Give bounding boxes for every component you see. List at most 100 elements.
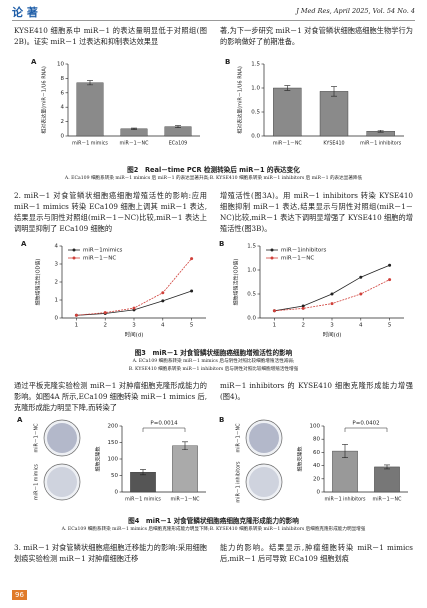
annotation: P=0.0014 <box>150 421 178 427</box>
bar <box>76 82 104 137</box>
y-tick-label: 6 <box>61 90 65 96</box>
dish-colonies <box>249 467 279 497</box>
paragraph: 通过平板克隆实验检测 miR－1 对肿瘤细胞克隆形成能力的影响。如图4A 所示,… <box>14 381 207 412</box>
paragraph: 能力的影响。结果显示,肿瘤细胞转染 miR－1 mimics 后,miR－1 后… <box>220 543 413 563</box>
line <box>76 290 192 316</box>
y-tick-label: 0.0 <box>247 316 256 322</box>
y-axis-label: 细胞增殖活性(OD值) <box>35 259 42 306</box>
y-tick-label: 1.5 <box>251 62 260 68</box>
y-axis-label: 细胞克隆数 <box>95 446 102 471</box>
significance-bracket <box>344 427 388 432</box>
bar <box>374 466 400 493</box>
panel-label: A <box>17 416 23 424</box>
point <box>103 311 107 315</box>
paragraph: KYSE410 细胞系中 miR－1 的表达量明显低于对照组(图2B)。证实 m… <box>14 26 207 46</box>
error-bar <box>342 444 348 458</box>
significance-bracket <box>142 427 186 432</box>
error-bar <box>384 464 390 470</box>
x-tick-label: 5 <box>388 323 392 329</box>
x-tick-label: 4 <box>359 323 363 329</box>
error-bar <box>284 85 291 91</box>
legend-label: miR－1inhibitors <box>281 248 327 254</box>
page-number: 96 <box>12 590 27 600</box>
x-tick-label: 1 <box>273 323 277 329</box>
dish-colonies <box>249 423 279 453</box>
legend-marker <box>72 248 76 252</box>
dish-label: miR－1 mimics <box>34 464 40 500</box>
error-bar <box>331 86 337 97</box>
y-axis-label: 细胞克隆数 <box>297 446 304 471</box>
y-tick-label: 1.0 <box>251 86 260 92</box>
error-bar <box>140 469 146 476</box>
figure-caption: 图4 miR－1 对食管鳞状细胞癌细胞克隆形成能力的影响 <box>128 517 299 525</box>
paragraph: 2. miR－1 对食管鳞状细胞癌细胞增殖活性的影响:应用 miR－1 mimi… <box>14 191 207 233</box>
y-tick-label: 100 <box>310 424 321 430</box>
panel-label: B <box>219 416 224 424</box>
point <box>161 291 165 295</box>
paragraph: 3. miR－1 对食管鳞状细胞癌细胞迁移能力的影响:采用细胞划痕实验检测 mi… <box>14 543 207 563</box>
bar <box>120 128 148 137</box>
bar <box>319 91 349 137</box>
figure-note: A. ECa109 细胞系转染 miR－1 mimics 后细胞克隆形成能力明显… <box>61 527 366 532</box>
x-tick-label: miR－1－NC <box>273 141 303 147</box>
x-tick-label: miR－1 inhibitors <box>360 141 402 147</box>
point <box>161 299 165 303</box>
x-tick-label: 5 <box>190 323 194 329</box>
x-tick-label: miR－1 mimics <box>72 141 108 147</box>
legend-marker <box>72 256 76 260</box>
annotation: P=0.0402 <box>352 421 379 427</box>
panel-label: A <box>21 240 27 248</box>
point <box>190 289 194 293</box>
point <box>330 302 334 306</box>
dish-colonies <box>47 423 77 453</box>
x-tick-label: KYSE410 <box>323 141 344 147</box>
dish-label: miR－1－NC <box>34 423 40 453</box>
y-tick-label: 2 <box>55 280 59 286</box>
y-tick-label: 1.0 <box>247 268 256 274</box>
y-tick-label: 50 <box>111 473 118 479</box>
point <box>388 263 392 267</box>
paragraph: 增殖活性(图3A)。用 miR－1 inhibitors 转染 KYSE410 … <box>220 191 413 233</box>
y-tick-label: 0 <box>317 490 321 496</box>
y-tick-label: 60 <box>313 450 320 456</box>
journal-info: J Med Res, April 2025, Vol. 54 No. 4 <box>296 7 415 15</box>
y-tick-label: 80 <box>313 437 320 443</box>
chart: B 细胞增殖活性(OD值) 0.0 0.5 1.0 1.5 1 2 3 4 5 时间(d) miR－1i… <box>219 240 404 339</box>
figure-note: A. ECa109 细胞系转染 miR－1 mimics 后与阴性对照比较细胞增… <box>132 359 295 364</box>
chart: A 细胞增殖活性(OD值) 0 1 2 3 4 1 2 3 4 5 时间(d) miR－1mimics mi… <box>21 240 206 339</box>
figure-caption: 图2 Real－time PCR 检测转染后 miR－1 的表达变化 <box>127 166 300 174</box>
point <box>301 304 305 308</box>
x-tick-label: miR－1 inhibitors <box>324 497 366 503</box>
panel-label: A <box>31 58 37 66</box>
x-tick-label: miR－1－NC <box>171 497 201 503</box>
legend-label: miR－1－NC <box>281 256 314 262</box>
x-tick-label: 2 <box>301 323 305 329</box>
y-axis-label: 相对表达量(miR－1/U6 RNA) <box>41 66 48 134</box>
y-tick-label: 3 <box>55 262 59 268</box>
panel-label: B <box>225 58 230 66</box>
point <box>132 306 136 310</box>
x-tick-label: ECa109 <box>169 141 187 147</box>
error-bar <box>182 441 188 451</box>
x-tick-label: 4 <box>161 323 165 329</box>
y-axis-label: 相对表达量(miR－1/U6 RNA) <box>237 66 244 134</box>
dish-label: miR－1 inhibitors <box>236 461 242 503</box>
x-axis-label: 时间(d) <box>125 331 144 339</box>
chart: B 细胞克隆数 0 20 40 60 80 100 miR－1 inhibitors miR－1－… <box>219 416 408 503</box>
point <box>74 313 78 317</box>
section-label: 论 著 <box>12 6 38 19</box>
y-tick-label: 4 <box>61 105 65 111</box>
point <box>359 292 363 296</box>
panel-label: B <box>219 240 224 248</box>
y-tick-label: 0.5 <box>251 110 260 116</box>
paragraph: miR－1 inhibitors 的 KYSE410 细胞克隆形成能力增强(图4… <box>220 381 413 401</box>
error-bar <box>175 125 181 129</box>
chart: A 细胞克隆数 0 50 100 150 200 miR－1 mimics miR－1－NC P=… <box>17 416 206 503</box>
error-bar <box>377 129 384 133</box>
dish-label: miR－1－NC <box>236 423 242 453</box>
figure-note: A. ECa109 细胞系转染 miR－1 mimics 后 miR－1 的表达… <box>64 176 363 181</box>
legend-label: miR－1mimics <box>83 248 123 254</box>
y-tick-label: 2 <box>61 119 65 125</box>
y-tick-label: 150 <box>108 440 119 446</box>
y-tick-label: 10 <box>57 62 64 68</box>
